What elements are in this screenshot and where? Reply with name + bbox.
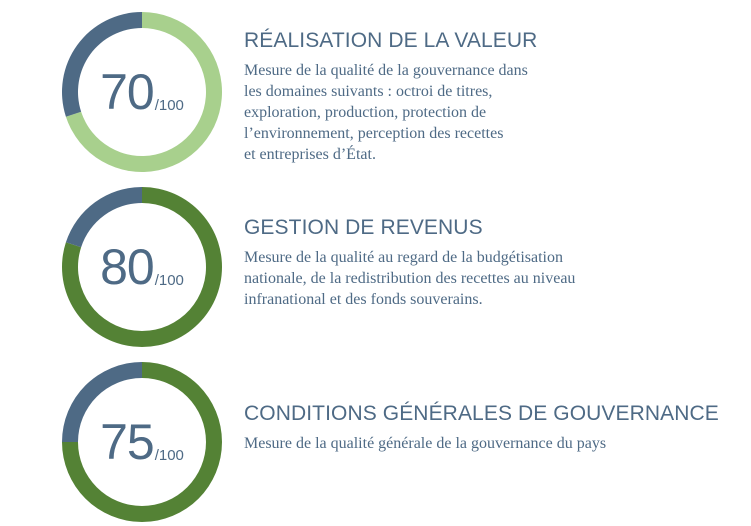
description-line: Mesure de la qualité de la gouvernance d… [244,62,528,79]
score-denominator: /100 [154,271,184,289]
donut-remainder-segment [61,12,142,117]
donut-remainder-segment [62,362,142,442]
section-description: Mesure de la qualité de la gouvernance d… [244,60,528,165]
score-value: 70 [100,64,155,120]
donut-svg [62,362,222,522]
score-value: 80 [100,239,155,295]
description-line: infranational et des fonds souverains. [244,291,483,308]
section-title: GESTION DE REVENUS [244,216,483,239]
donut-svg [61,187,222,347]
section-description: Mesure de la qualité au regard de la bud… [244,247,575,310]
score-value: 75 [100,414,155,470]
donut-svg [61,12,222,172]
donut-chart: 75/100 [60,360,224,524]
score-denominator: /100 [154,446,184,464]
description-line: et entreprises d’État. [244,146,376,163]
description-line: Mesure de la qualité générale de la gouv… [244,435,607,452]
score-label: 80/100 [60,185,224,349]
description-line: nationale, de la redistribution des rece… [244,270,576,287]
section-description: Mesure de la qualité générale de la gouv… [244,433,606,454]
donut-chart: 80/100 [60,185,224,349]
section-title: RÉALISATION DE LA VALEUR [244,29,538,52]
description-line: les domaines suivants : octroi de titres… [244,83,493,100]
score-label: 75/100 [60,360,224,524]
score-label: 70/100 [60,10,224,174]
description-line: l’environnement, perception des recettes [244,125,504,142]
description-line: Mesure de la qualité au regard de la bud… [244,249,563,266]
donut-chart: 70/100 [60,10,224,174]
score-denominator: /100 [154,96,184,114]
description-line: exploration, production, protection de [244,104,487,121]
section-title: CONDITIONS GÉNÉRALES DE GOUVERNANCE [244,402,719,425]
donut-remainder-segment [65,187,142,248]
